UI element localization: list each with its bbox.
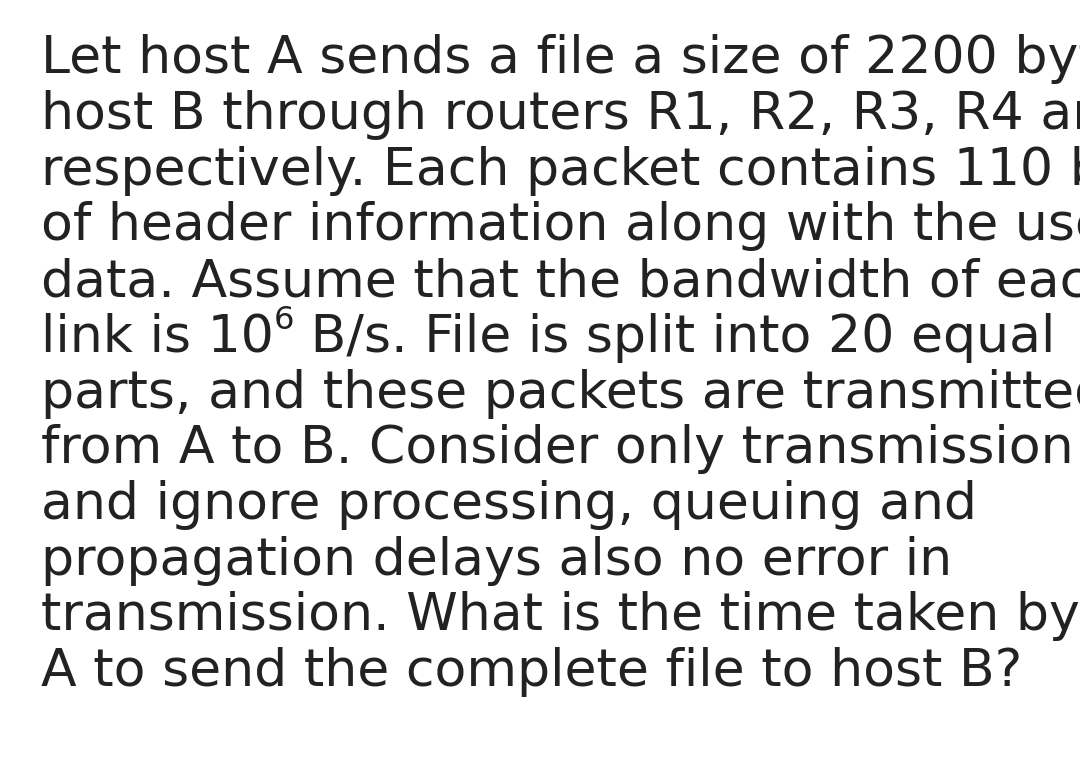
Text: host B through routers R1, R2, R3, R4 and R5: host B through routers R1, R2, R3, R4 an… xyxy=(41,90,1080,140)
Text: link is 10: link is 10 xyxy=(41,313,274,363)
Text: B/s. File is split into 20 equal: B/s. File is split into 20 equal xyxy=(295,313,1056,363)
Text: parts, and these packets are transmitted: parts, and these packets are transmitted xyxy=(41,369,1080,419)
Text: 6: 6 xyxy=(274,305,295,336)
Text: Let host A sends a file a size of 2200 byte to: Let host A sends a file a size of 2200 b… xyxy=(41,34,1080,85)
Text: of header information along with the user: of header information along with the use… xyxy=(41,201,1080,252)
Text: from A to B. Consider only transmission time: from A to B. Consider only transmission … xyxy=(41,424,1080,475)
Text: and ignore processing, queuing and: and ignore processing, queuing and xyxy=(41,480,977,530)
Text: transmission. What is the time taken by host: transmission. What is the time taken by … xyxy=(41,591,1080,642)
Text: propagation delays also no error in: propagation delays also no error in xyxy=(41,536,953,586)
Text: respectively. Each packet contains 110 bytes: respectively. Each packet contains 110 b… xyxy=(41,146,1080,196)
Text: A to send the complete file to host B?: A to send the complete file to host B? xyxy=(41,647,1023,697)
Text: data. Assume that the bandwidth of each: data. Assume that the bandwidth of each xyxy=(41,257,1080,307)
